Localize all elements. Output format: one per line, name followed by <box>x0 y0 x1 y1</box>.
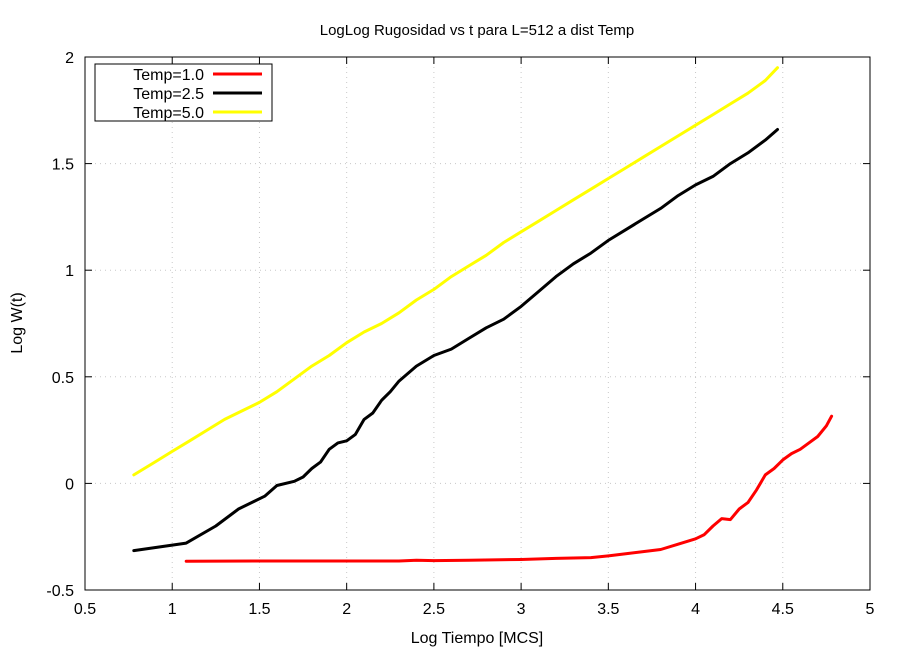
x-tick-label: 3.5 <box>597 601 619 618</box>
x-tick-label: 1 <box>168 601 177 618</box>
axis-ticks: 0.5 1 1.5 2 2.5 3 3.5 4 4.5 5 -0.5 0 0.5 1 1.5 2 <box>46 50 874 618</box>
series-line-temp-2-5 <box>132 128 779 553</box>
y-tick-label: 0.5 <box>52 370 74 387</box>
chart-title: LogLog Rugosidad vs t para L=512 a dist … <box>320 22 635 39</box>
y-tick-label: 1 <box>65 263 74 280</box>
x-tick-label: 1.5 <box>248 601 270 618</box>
legend-label: Temp=1.0 <box>133 67 204 84</box>
x-tick-label: 5 <box>866 601 875 618</box>
y-tick-label: 1.5 <box>52 157 74 174</box>
x-axis-label: Log Tiempo [MCS] <box>411 630 544 647</box>
x-tick-label: 2.5 <box>423 601 445 618</box>
series-line-temp-5-0 <box>132 66 779 477</box>
legend-label: Temp=5.0 <box>133 105 204 122</box>
x-tick-label: 0.5 <box>74 601 96 618</box>
series-lines <box>132 66 834 563</box>
legend-label: Temp=2.5 <box>133 86 204 103</box>
x-tick-label: 4.5 <box>772 601 794 618</box>
y-tick-label: 0 <box>65 476 74 493</box>
x-tick-label: 2 <box>342 601 351 618</box>
series-line-temp-1-0 <box>184 414 834 563</box>
legend: Temp=1.0 Temp=2.5 Temp=5.0 <box>94 63 273 122</box>
x-tick-label: 4 <box>691 601 700 618</box>
y-tick-label: -0.5 <box>46 583 74 600</box>
y-axis-label: Log W(t) <box>9 292 26 353</box>
x-tick-label: 3 <box>517 601 526 618</box>
y-tick-label: 2 <box>65 50 74 67</box>
plot-frame <box>84 56 871 591</box>
grid-lines <box>85 57 870 590</box>
